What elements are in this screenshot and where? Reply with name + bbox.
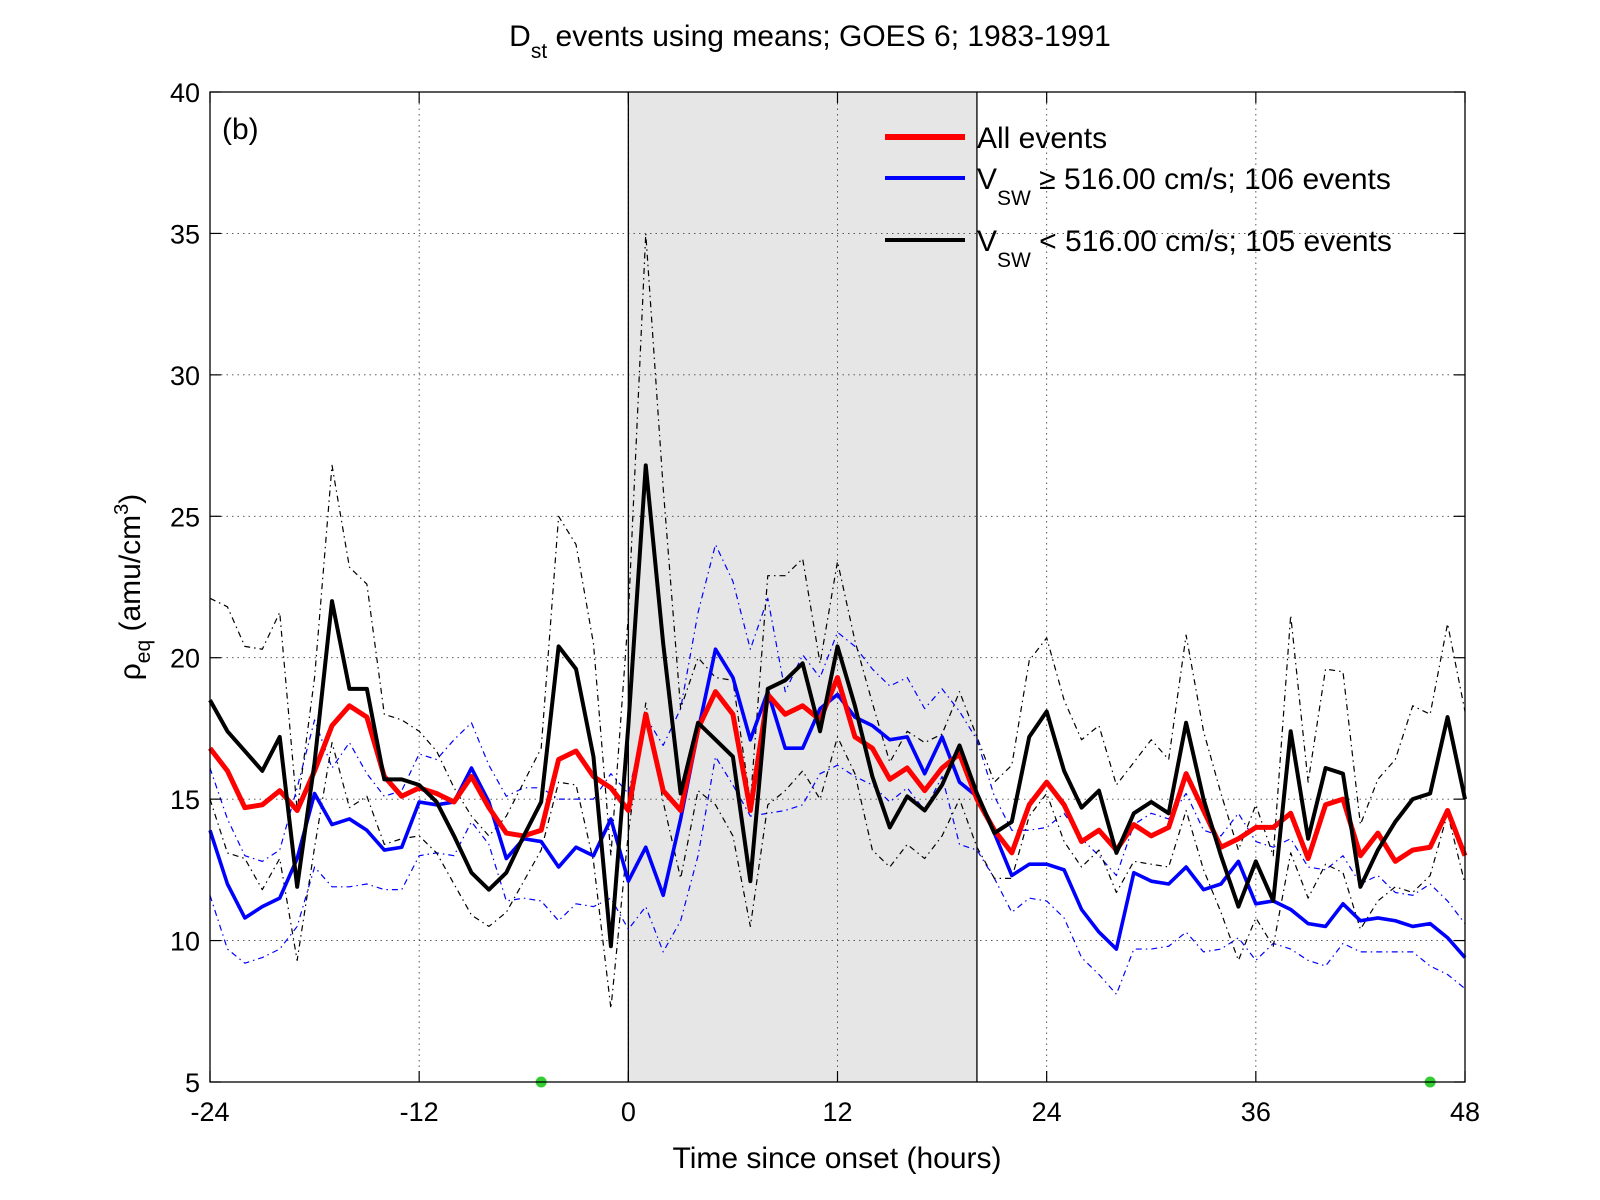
y-tick-label: 15 xyxy=(170,785,200,815)
y-tick-label: 35 xyxy=(170,219,200,249)
legend-entry: VSW ≥ 516.00 cm/s; 106 events xyxy=(977,163,1391,210)
y-tick-label: 10 xyxy=(170,927,200,957)
legend-entry-main: V xyxy=(977,163,997,196)
y-tick-label: 30 xyxy=(170,361,200,391)
y-axis-label-unit-close: ) xyxy=(114,494,147,504)
series-line-fast-upper xyxy=(209,543,1466,924)
y-axis-label-unit: (amu/cm xyxy=(114,515,147,640)
x-tick-label: 36 xyxy=(1241,1097,1271,1127)
y-axis-label-unit-sup: 3 xyxy=(111,504,133,515)
y-axis-label-subscript: eq xyxy=(132,640,155,663)
chart-title-rest: events using means; GOES 6; 1983-1991 xyxy=(547,20,1111,53)
legend-entry-rest: < 516.00 cm/s; 105 events xyxy=(1031,225,1392,258)
series-line-all xyxy=(208,675,1468,864)
x-tick-label: 12 xyxy=(822,1097,852,1127)
chart-title-main: D xyxy=(509,20,531,53)
y-tick-label: 20 xyxy=(170,644,200,674)
legend-entry-rest: ≥ 516.00 cm/s; 106 events xyxy=(1031,163,1391,196)
legend-entry: All events xyxy=(977,122,1107,155)
series-line-slow xyxy=(208,463,1467,949)
x-tick-label: -12 xyxy=(400,1097,439,1127)
series-line-slow-lower xyxy=(209,702,1466,1010)
y-tick-label: 40 xyxy=(170,78,200,108)
series-line-slow-upper xyxy=(209,232,1466,857)
grid xyxy=(210,92,1465,1082)
y-tick-label: 25 xyxy=(170,502,200,532)
x-tick-label: 48 xyxy=(1450,1097,1480,1127)
legend-entry-subscript: SW xyxy=(997,187,1031,210)
series-line-fast-lower xyxy=(209,756,1466,995)
series-line-fast xyxy=(208,647,1467,959)
axis-ticks: -24 -12 0 12 24 36 48 5 10 15 20 25 30 35 40 xyxy=(170,78,1480,1127)
y-axis-label: ρeq (amu/cm3) xyxy=(111,494,155,681)
y-tick-label: 5 xyxy=(185,1068,200,1098)
y-axis-label-main: ρ xyxy=(114,663,147,680)
chart-title: Dst events using means; GOES 6; 1983-199… xyxy=(509,20,1111,63)
legend-entry-subscript: SW xyxy=(997,249,1031,272)
legend-entry-main: V xyxy=(977,225,997,258)
shaded-region xyxy=(628,92,977,1082)
series-layer xyxy=(208,232,1468,1010)
chart-title-subscript: st xyxy=(531,40,548,63)
x-axis-label: Time since onset (hours) xyxy=(672,1142,1001,1175)
legend-entry: VSW < 516.00 cm/s; 105 events xyxy=(977,225,1392,272)
panel-label: (b) xyxy=(222,113,259,146)
legend-entry-main: All events xyxy=(977,122,1107,155)
x-tick-label: 0 xyxy=(621,1097,636,1127)
x-tick-label: -24 xyxy=(190,1097,229,1127)
x-tick-label: 24 xyxy=(1032,1097,1062,1127)
